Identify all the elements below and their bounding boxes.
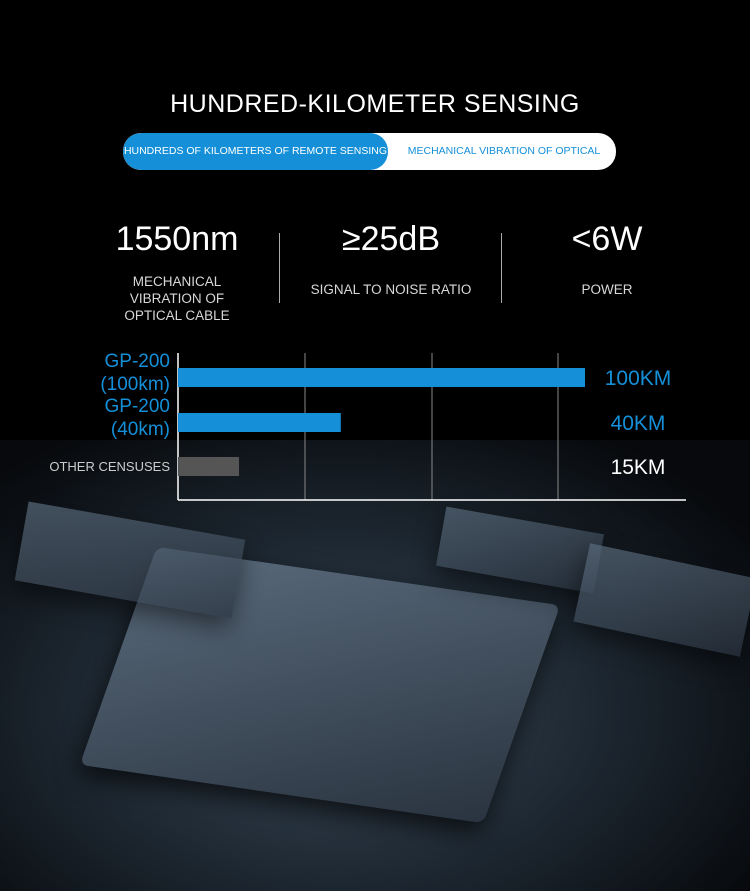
stat-value: ≥25dB bbox=[341, 220, 441, 258]
data-label: 15KM bbox=[611, 456, 666, 479]
category-label: (100km) bbox=[100, 374, 170, 395]
category-label: GP-200 bbox=[105, 351, 170, 372]
stat-label: MECHANICAL VIBRATION OF OPTICAL CABLE bbox=[124, 274, 230, 323]
bar bbox=[178, 368, 585, 387]
divider bbox=[501, 233, 502, 303]
category-label: GP-200 bbox=[105, 396, 170, 417]
data-label: 100KM bbox=[605, 367, 672, 390]
stat-wavelength: 1550nm MECHANICAL VIBRATION OF OPTICAL C… bbox=[67, 220, 287, 324]
stat-label: SIGNAL TO NOISE RATIO bbox=[310, 282, 472, 297]
tab-mechanical-vibration[interactable]: MECHANICAL VIBRATION OF OPTICAL CABLE bbox=[407, 145, 601, 157]
category-label: (40km) bbox=[111, 419, 170, 440]
data-label: 40KM bbox=[611, 412, 666, 435]
category-label: OTHER CENSUSES bbox=[49, 459, 170, 474]
tab-bar: HUNDREDS OF KILOMETERS OF REMOTE SENSING… bbox=[123, 133, 616, 170]
circuit-board-background bbox=[0, 440, 750, 891]
page-title: HUNDRED-KILOMETER SENSING bbox=[170, 90, 580, 118]
stat-snr: ≥25dB SIGNAL TO NOISE RATIO bbox=[281, 220, 501, 298]
bar bbox=[178, 457, 240, 476]
stat-label: POWER bbox=[581, 282, 633, 297]
bar bbox=[178, 413, 341, 432]
stat-value: 1550nm bbox=[115, 220, 239, 258]
chip bbox=[573, 543, 750, 657]
tab-remote-sensing[interactable]: HUNDREDS OF KILOMETERS OF REMOTE SENSING bbox=[123, 133, 388, 170]
chip bbox=[436, 506, 604, 594]
chip bbox=[14, 501, 246, 619]
divider bbox=[279, 233, 280, 303]
stat-value: <6W bbox=[571, 220, 643, 258]
stat-power: <6W POWER bbox=[497, 220, 717, 298]
